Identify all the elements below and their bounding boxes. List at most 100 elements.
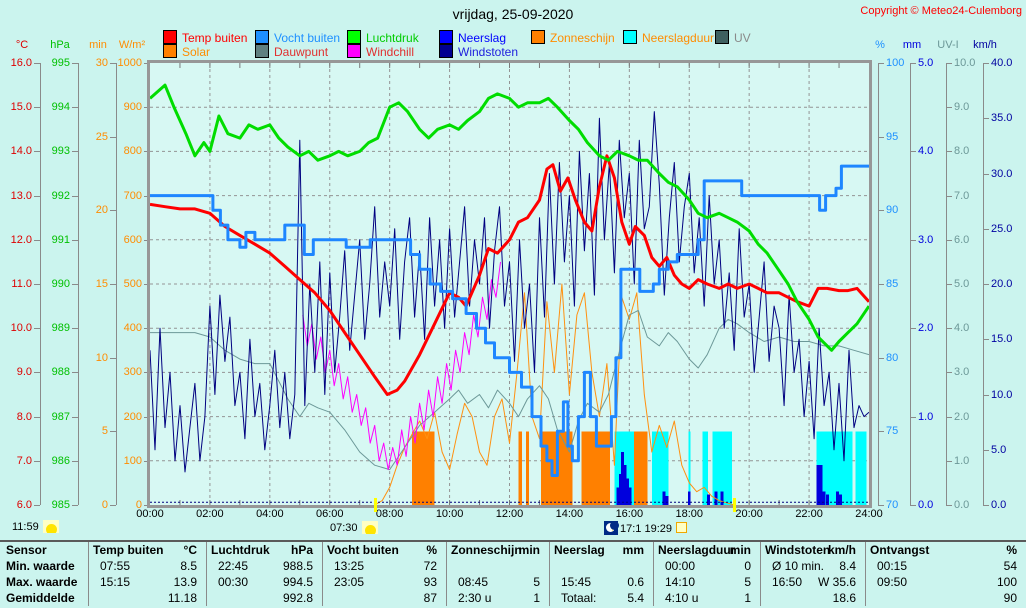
x-axis-label: 10:00	[435, 508, 464, 520]
axis-tick-label: 3.0	[918, 234, 934, 246]
table-cell-value: 5	[744, 575, 751, 589]
legend-swatch-zonneschijn-icon	[531, 30, 545, 44]
axis-tick	[72, 240, 78, 241]
axis-tick	[878, 505, 884, 506]
axis-tick-label: 8.0	[16, 411, 32, 423]
table-cell-time: 00:30	[218, 575, 249, 589]
axis-tick	[878, 431, 884, 432]
bar-neerslag	[826, 494, 830, 505]
axis-tick	[910, 417, 916, 418]
table-column-separator	[653, 542, 654, 606]
axis-tick	[72, 372, 78, 373]
axis-tick-label: 12.0	[10, 234, 32, 246]
axis-tick-label: 4.0	[918, 145, 934, 157]
table-cell-time: 15:45	[561, 575, 592, 589]
x-axis-label: 24:00	[855, 508, 883, 520]
table-cell-time: 16:50	[772, 575, 803, 589]
axis-tick-label: 40.0	[991, 57, 1013, 69]
axis-tick	[983, 118, 989, 119]
legend-swatch-luchtdruk-icon	[347, 30, 361, 44]
table-column-separator	[322, 542, 323, 606]
legend-label: Temp buiten	[182, 31, 248, 45]
table-cell-time: 15:15	[100, 575, 131, 589]
axis-tick-label: 700	[123, 190, 142, 202]
table-cell-time: Ø 10 min.	[772, 559, 825, 573]
bar-neerslag	[707, 494, 711, 505]
axis-tick	[110, 431, 116, 432]
plot-area	[147, 60, 872, 508]
axis-tick-label: 15.0	[991, 333, 1013, 345]
axis-tick	[110, 63, 116, 64]
axis-tick	[983, 450, 989, 451]
axis-tick-label: 0.0	[918, 499, 934, 511]
axis-tick-label: 995	[51, 57, 70, 69]
table-row-label: Min. waarde	[6, 559, 75, 573]
x-axis-label: 00:00	[136, 508, 164, 520]
axis-tick	[946, 417, 952, 418]
axis-tick-label: 0.0	[954, 499, 970, 511]
axis-tick	[878, 210, 884, 211]
legend-item-uv: UV	[715, 30, 751, 45]
axis-tick	[110, 137, 116, 138]
axis-tick-label: 90	[886, 204, 899, 216]
table-cell-value: 100	[996, 575, 1017, 589]
x-axis-label: 08:00	[375, 508, 404, 520]
axis-tick-label: 500	[123, 278, 142, 290]
axis-tick-label: 1.0	[954, 455, 970, 467]
table-cell-time: 00:15	[877, 559, 908, 573]
axis-tick-label: 100	[123, 455, 142, 467]
axis-tick-label: 2.0	[918, 322, 934, 334]
series-temp-buiten	[149, 154, 871, 396]
axis-tick	[72, 63, 78, 64]
table-column-separator	[88, 542, 89, 606]
legend-item-vocht-buiten: Vocht buiten	[255, 30, 341, 45]
table-cell-value: 994.5	[282, 575, 313, 589]
axis-tick-label: 30	[95, 57, 108, 69]
table-col-header-neerslag: Neerslag	[554, 543, 605, 557]
table-column-separator	[865, 542, 866, 606]
axis-tick	[946, 63, 952, 64]
legend-label: Luchtdruk	[366, 31, 419, 45]
axis-tick	[983, 174, 989, 175]
axis-unit-: %	[875, 39, 885, 51]
table-cell-time: 08:45	[458, 575, 489, 589]
axis-tick	[72, 505, 78, 506]
axis-tick-label: 25.0	[991, 223, 1013, 235]
axis-unit-uv-i: UV-I	[937, 39, 959, 51]
axis-tick-label: 9.0	[16, 366, 32, 378]
table-cell-value: 13.9	[173, 575, 197, 589]
legend-label: Solar	[182, 45, 211, 59]
bar-neerslagduur	[702, 431, 708, 505]
axis-tick-label: 20	[95, 204, 108, 216]
bar-neerslag	[618, 474, 622, 505]
axis-tick	[110, 284, 116, 285]
axis-tick-label: 1.0	[918, 411, 934, 423]
bar-neerslag	[665, 496, 669, 505]
table-cell-value: 93	[423, 575, 437, 589]
table-col-unit: hPa	[290, 543, 313, 557]
table-column-separator	[446, 542, 447, 606]
table-row-label: Gemiddelde	[6, 591, 75, 605]
series-windchill	[302, 261, 501, 471]
axis-tick	[983, 229, 989, 230]
axis-tick	[910, 505, 916, 506]
axis-tick	[946, 107, 952, 108]
table-cell-value: W 35.6	[817, 575, 856, 589]
table-column-separator	[206, 542, 207, 606]
bar-neerslag	[616, 487, 620, 505]
axis-tick	[110, 210, 116, 211]
axis-tick	[946, 196, 952, 197]
axis-tick-label: 6.0	[16, 499, 32, 511]
axis-tick	[34, 196, 40, 197]
axis-tick	[983, 63, 989, 64]
axis-tick	[946, 505, 952, 506]
bar-neerslag	[687, 491, 691, 505]
table-column-separator	[549, 542, 550, 606]
axis-unit-w-m: W/m²	[118, 39, 146, 51]
copyright-text: Copyright © Meteo24-Culemborg	[860, 5, 1022, 17]
table-cell-time: 22:45	[218, 559, 249, 573]
legend-label: Vocht buiten	[274, 31, 341, 45]
table-cell-time: 07:55	[100, 559, 131, 573]
axis-tick	[946, 372, 952, 373]
axis-tick	[34, 240, 40, 241]
